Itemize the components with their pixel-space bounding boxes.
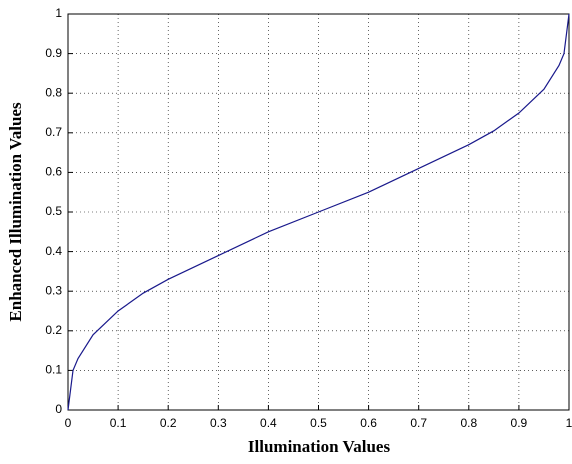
plot-frame [67, 13, 570, 411]
x-tick-label: 0.6 [360, 416, 377, 430]
line [67, 13, 570, 411]
y-tick-label: 0.5 [45, 204, 62, 218]
x-tick-label: 0 [65, 416, 72, 430]
x-tick-label: 0.5 [310, 416, 327, 430]
y-tick-label: 1 [55, 6, 62, 20]
y-tick-label: 0.8 [45, 85, 62, 99]
y-axis-title: Enhanced Illumination Values [6, 102, 25, 322]
x-tick-label: 1 [566, 416, 572, 430]
x-tick-label: 0.9 [511, 416, 528, 430]
y-tick-label: 0.4 [45, 244, 62, 258]
y-tick-label: 0.7 [45, 125, 62, 139]
x-tick-label: 0.7 [410, 416, 427, 430]
x-axis-title: Illumination Values [248, 437, 391, 456]
x-tick-label: 0.3 [210, 416, 227, 430]
y-tick-label: 0.6 [45, 165, 62, 179]
x-tick-label: 0.4 [260, 416, 277, 430]
y-tick-label: 0.9 [45, 46, 62, 60]
y-tick-label: 0.3 [45, 283, 62, 297]
y-tick-label: 0 [55, 402, 62, 416]
x-tick-label: 0.8 [460, 416, 477, 430]
y-tick-label: 0.2 [45, 323, 62, 337]
y-tick-label: 0.1 [45, 363, 62, 377]
x-tick-label: 0.2 [160, 416, 177, 430]
x-tick-label: 0.1 [110, 416, 127, 430]
